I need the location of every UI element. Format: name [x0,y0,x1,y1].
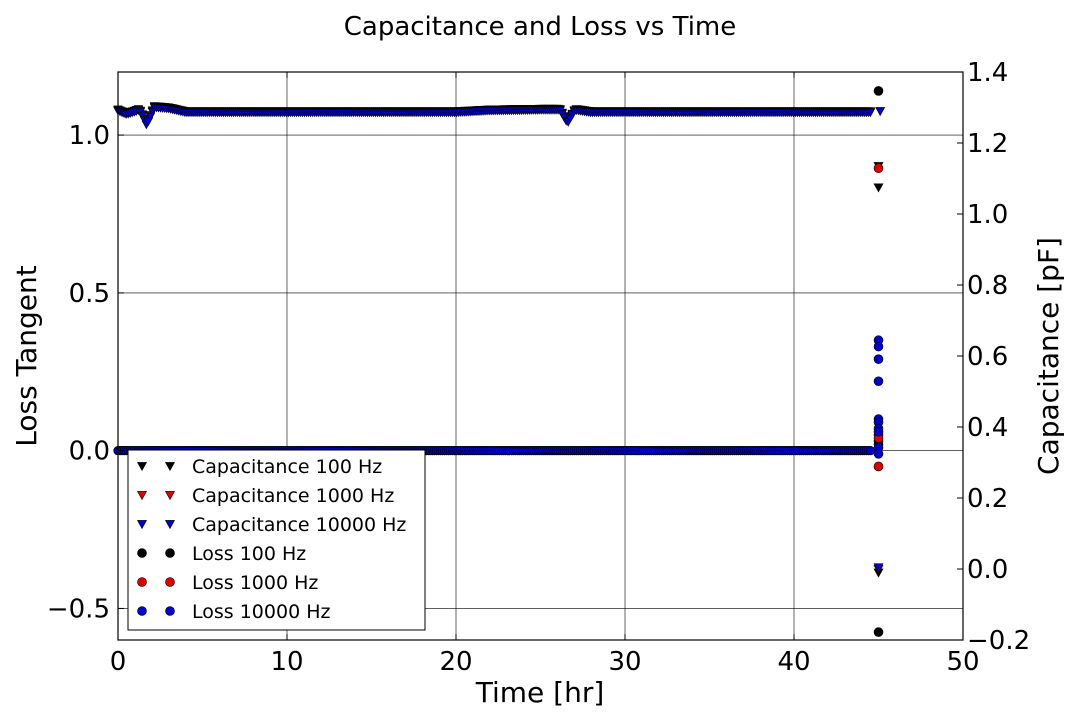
legend-marker-0-b [164,462,176,472]
y-right-tick-label-7: 1.2 [967,129,1008,159]
legend-marker-1-b [164,491,176,501]
data-point [873,86,884,96]
legend-label-0: Capacitance 100 Hz [192,456,382,478]
legend-marker-3 [137,548,147,558]
data-point [873,461,884,472]
x-axis-label: Time [hr] [475,676,605,709]
y-right-tick-label-6: 1.0 [967,200,1008,230]
y-left-tick-label-2: 0.5 [69,279,110,309]
legend-marker-4 [137,577,147,587]
legend-label-2: Capacitance 10000 Hz [192,514,406,536]
data-point [873,627,884,637]
legend-label-5: Loss 10000 Hz [192,601,330,623]
y-right-tick-label-3: 0.4 [967,413,1008,443]
y-right-tick-label-8: 1.4 [967,58,1008,88]
trend-point [865,108,876,118]
data-point [873,354,884,364]
data-point [873,183,884,193]
data-point [875,107,886,117]
y-right-tick-label-1: 0.0 [967,555,1008,585]
series-2 [113,103,886,573]
y-left-tick-label-1: 0.0 [69,437,110,467]
data-point [873,426,884,437]
y-axis-left-label: Loss Tangent [10,265,43,446]
x-tick-label-2: 20 [439,647,472,677]
data-point [873,376,884,387]
legend-marker-5-b [165,606,175,616]
legend-marker-0 [136,462,148,472]
y-axis-right-label: Capacitance [pF] [1032,237,1065,475]
x-tick-label-1: 10 [270,647,303,677]
legend-label-1: Capacitance 1000 Hz [192,485,394,507]
legend-label-4: Loss 1000 Hz [192,572,318,594]
legend-marker-5 [137,606,147,616]
x-tick-label-4: 40 [777,647,810,677]
legend-marker-4-b [165,577,175,587]
legend-marker-2 [136,520,148,530]
trend-point [137,111,148,121]
data-point [873,163,884,174]
data-point [873,449,884,459]
axis-ticks: 0 10 20 30 40 50 −0.5 0.0 0.5 1.0 −0.2 0.0 0.2 0.4 0.6… [47,58,1030,677]
y-right-tick-label-4: 0.6 [967,342,1008,372]
x-tick-label-0: 0 [110,647,127,677]
chart-title: Capacitance and Loss vs Time [344,12,737,42]
data-point [873,563,884,573]
y-left-tick-label-3: 1.0 [69,121,110,151]
y-left-tick-label-0: −0.5 [47,594,110,624]
y-right-tick-label-0: −0.2 [967,626,1030,656]
legend-marker-1 [136,491,148,501]
legend: Capacitance 100 Hz Capacitance 1000 Hz Cap… [127,449,426,631]
legend-label-3: Loss 100 Hz [192,543,306,565]
y-right-tick-label-5: 0.8 [967,271,1008,301]
legend-marker-2-b [164,520,176,530]
trend-point [865,446,875,456]
x-tick-label-5: 50 [946,647,979,677]
y-right-tick-label-2: 0.2 [967,484,1008,514]
legend-marker-3-b [165,548,175,558]
x-tick-label-3: 30 [608,647,641,677]
legend-box [127,449,426,631]
data-point [873,341,884,352]
